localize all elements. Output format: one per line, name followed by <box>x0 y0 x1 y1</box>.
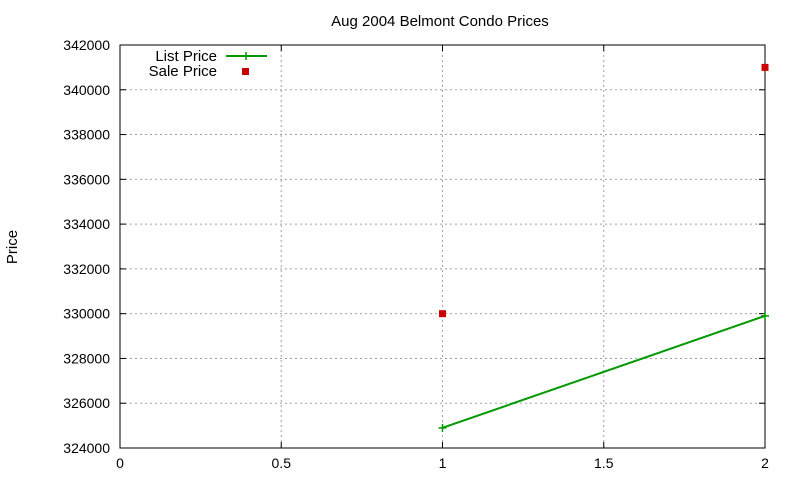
data-point-list-price <box>438 423 447 432</box>
chart-title: Aug 2004 Belmont Condo Prices <box>331 13 549 30</box>
y-tick-label: 332000 <box>63 261 110 277</box>
legend-marker-list-price <box>242 52 250 60</box>
data-point-list-price <box>761 311 769 320</box>
x-tick-label: 1.5 <box>594 455 614 471</box>
x-tick-label: 1 <box>439 455 447 471</box>
legend-label-sale-price: Sale Price <box>149 63 217 80</box>
series-line-list-price <box>442 314 766 429</box>
legend: List Price Sale Price <box>149 48 267 80</box>
legend-label-list-price: List Price <box>155 48 217 65</box>
y-tick-label: 342000 <box>63 37 110 53</box>
y-tick-label: 324000 <box>63 440 110 456</box>
y-tick-label: 326000 <box>63 395 110 411</box>
y-tick-label: 334000 <box>63 216 110 232</box>
y-tick-label: 340000 <box>63 82 110 98</box>
x-tick-label: 0.5 <box>272 455 292 471</box>
y-tick-label: 330000 <box>63 306 110 322</box>
y-axis-label: Price <box>4 230 21 264</box>
y-tick-label: 328000 <box>63 350 110 366</box>
y-tick-label: 338000 <box>63 127 110 143</box>
legend-marker-sale-price <box>242 68 249 75</box>
grid-lines <box>120 45 765 448</box>
y-tick-labels: 324000 326000 328000 330000 332000 334000 3360… <box>63 37 110 456</box>
y-tick-label: 336000 <box>63 171 110 187</box>
series <box>438 63 769 432</box>
x-tick-label: 2 <box>761 455 769 471</box>
x-tick-label: 0 <box>116 455 124 471</box>
data-point-sale-price <box>439 310 446 318</box>
axis-ticks <box>119 44 766 449</box>
x-tick-labels: 0 0.5 1 1.5 2 <box>116 455 769 471</box>
data-point-sale-price <box>761 63 769 71</box>
